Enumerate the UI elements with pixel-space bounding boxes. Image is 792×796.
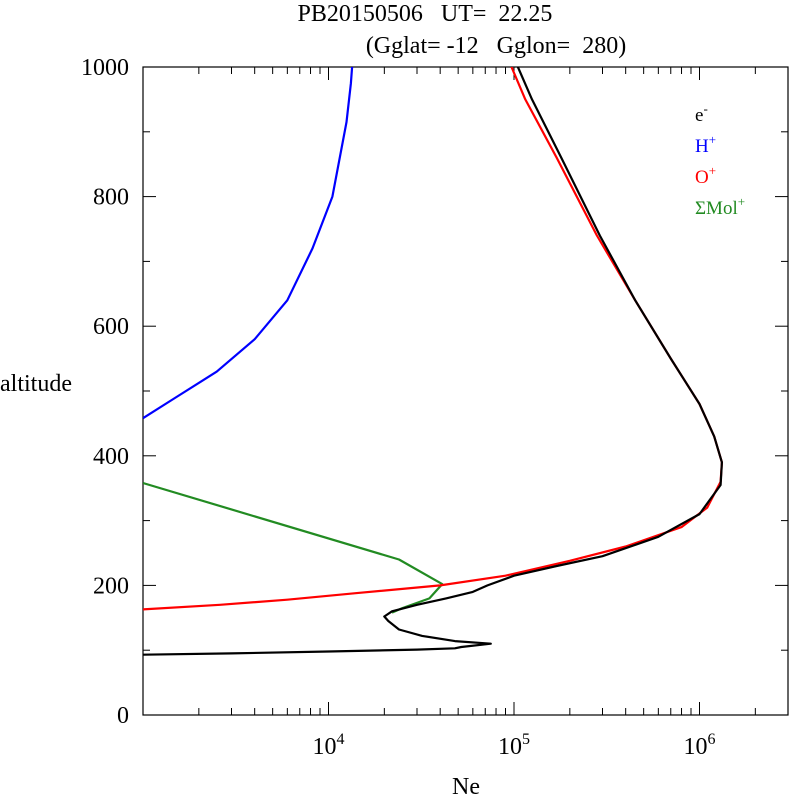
y-tick-label: 0 <box>117 703 129 729</box>
legend: e- H+ O+ ΣMol+ <box>695 101 745 219</box>
legend-entry: H+ <box>695 132 716 157</box>
series-layer <box>143 67 724 656</box>
y-tick-label: 1000 <box>81 55 129 81</box>
x-tick-label: 105 <box>498 731 530 760</box>
series-line-e- <box>143 67 724 656</box>
chart-title-line2: (Gglat= -12 Gglon= 280) <box>366 33 626 59</box>
legend-entry: ΣMol+ <box>695 194 745 219</box>
legend-entry: O+ <box>695 163 716 188</box>
chart-title-line1: PB20150506 UT= 22.25 <box>298 1 553 27</box>
y-tick-label: 200 <box>93 573 129 599</box>
x-axis: 104 105 106 <box>198 67 756 760</box>
y-tick-label: 800 <box>93 185 129 211</box>
x-tick-label: 104 <box>312 731 344 760</box>
series-line-sigmamol- <box>143 481 444 614</box>
x-axis-label: Ne <box>452 774 480 796</box>
x-tick-label: 106 <box>683 731 715 760</box>
series-line-o- <box>143 67 724 611</box>
y-axis: 0 200 400 600 800 1000 <box>81 55 788 729</box>
legend-entry: e- <box>695 101 708 126</box>
series-line-h- <box>143 67 354 420</box>
y-tick-label: 400 <box>93 444 129 470</box>
y-tick-label: 600 <box>93 314 129 340</box>
y-axis-label: altitude <box>0 371 72 397</box>
